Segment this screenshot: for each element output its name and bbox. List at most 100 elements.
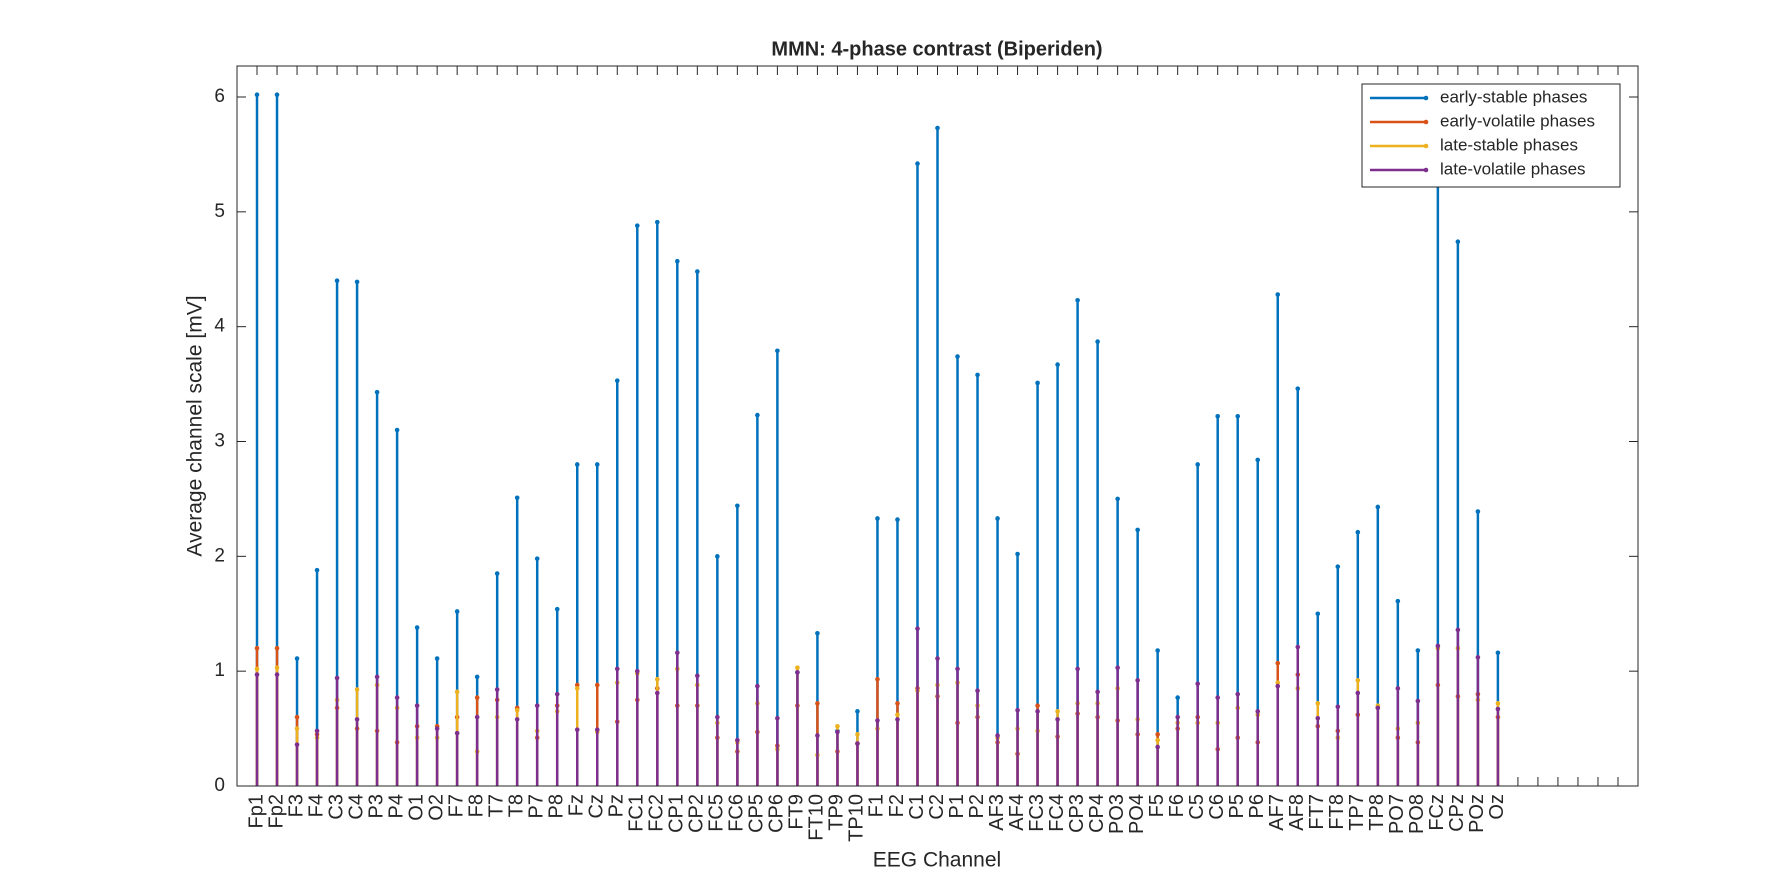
x-tick-label: PO8	[1406, 794, 1428, 834]
stem-marker	[655, 676, 660, 682]
x-tick-label: AF8	[1286, 794, 1308, 831]
stem-marker	[1055, 362, 1060, 367]
stem-marker	[294, 742, 300, 747]
x-tick-label: C6	[1206, 794, 1228, 820]
x-tick-label: CP6	[766, 794, 788, 833]
stem-marker	[1295, 644, 1301, 650]
stem-marker	[1155, 737, 1160, 743]
stem-marker	[1315, 715, 1321, 721]
stem-marker	[294, 656, 300, 661]
stem-marker	[815, 701, 820, 706]
stem-marker	[1155, 744, 1160, 750]
stem-marker	[1255, 709, 1261, 714]
x-tick-label: FC3	[1026, 794, 1048, 832]
x-tick-label: C2	[926, 794, 948, 820]
stem-marker	[474, 674, 480, 680]
stem-marker	[1195, 462, 1200, 467]
stem-marker	[454, 689, 460, 695]
stem-marker	[1135, 527, 1140, 533]
x-tick-label: F2	[886, 794, 908, 817]
stem-marker	[494, 687, 500, 692]
y-tick-label: 6	[214, 86, 225, 107]
stem-marker	[1115, 496, 1120, 502]
stem-marker	[1455, 239, 1461, 244]
stem-marker	[975, 372, 980, 378]
y-tick-label: 1	[214, 660, 225, 681]
stem-marker	[1355, 678, 1361, 683]
stem-marker	[1375, 504, 1381, 510]
stem-marker	[414, 703, 420, 708]
stem-marker	[534, 703, 540, 708]
axes-box	[236, 65, 1639, 787]
x-tick-label: FT8	[1326, 794, 1348, 830]
stem-marker	[1435, 643, 1441, 649]
stem-marker	[594, 682, 600, 688]
stem-marker	[1355, 690, 1361, 696]
stem-marker	[474, 695, 480, 700]
stem-marker	[835, 723, 840, 729]
x-tick-label: FC1	[626, 794, 648, 832]
stem-marker	[975, 688, 980, 693]
x-tick-label: Fp1	[245, 794, 267, 828]
stem-marker	[1195, 681, 1200, 687]
y-tick-label: 3	[214, 431, 225, 452]
y-tick-label: 2	[214, 545, 225, 566]
stem-marker	[514, 707, 520, 713]
stem-marker	[494, 571, 500, 576]
x-tick-label: FCz	[1426, 794, 1448, 831]
x-tick-label: CP1	[666, 794, 688, 833]
stem-marker	[594, 462, 600, 467]
stem-marker	[614, 378, 620, 383]
stem-marker	[554, 691, 560, 697]
stem-marker	[374, 674, 380, 680]
stem-marker	[1335, 564, 1341, 569]
stem-marker	[715, 554, 720, 559]
x-tick-label: P3	[365, 794, 387, 818]
stem-marker	[434, 656, 440, 661]
x-tick-label: CP4	[1086, 794, 1108, 833]
stem-marker	[1395, 686, 1401, 691]
stem-marker	[1235, 691, 1241, 697]
stem-marker	[514, 495, 520, 501]
x-tick-label: O1	[405, 794, 427, 821]
legend-label: late-volatile phases	[1440, 159, 1586, 178]
stem-marker	[1455, 627, 1461, 633]
x-tick-label: PO7	[1386, 794, 1408, 834]
stem-marker	[574, 686, 580, 691]
stem-marker	[1275, 683, 1281, 689]
stem-marker	[1035, 709, 1040, 714]
stem-marker	[1475, 655, 1481, 660]
stem-marker	[1035, 703, 1040, 708]
x-tick-label: F7	[445, 794, 467, 817]
stem-marker	[815, 733, 820, 738]
stem-marker	[1095, 689, 1100, 695]
x-tick-label: F8	[465, 794, 487, 817]
x-tick-label: T7	[485, 794, 507, 817]
stem-marker	[1395, 598, 1401, 604]
stem-marker	[634, 668, 640, 674]
stem-marker	[534, 556, 540, 561]
stem-marker	[554, 606, 560, 612]
stem-marker	[254, 672, 260, 677]
stem-marker	[1235, 413, 1241, 419]
stem-marker	[855, 709, 860, 714]
stem-marker	[354, 279, 360, 285]
x-tick-label: CPz	[1446, 794, 1468, 832]
stem-marker	[1355, 529, 1361, 535]
stem-marker	[274, 665, 280, 671]
x-tick-label: FT10	[806, 794, 828, 841]
stem-marker	[354, 717, 360, 722]
stem-marker	[414, 625, 420, 630]
stem-marker	[915, 626, 920, 631]
stem-marker	[1015, 551, 1020, 557]
x-tick-label: FC4	[1046, 794, 1068, 832]
stem-marker	[835, 729, 840, 735]
stem-marker	[895, 701, 900, 706]
stem-marker	[935, 125, 940, 131]
stem-marker	[875, 718, 880, 723]
y-tick-label: 5	[214, 201, 225, 222]
x-tick-label: TP9	[826, 794, 848, 831]
stem-marker	[995, 516, 1000, 521]
x-tick-label: P6	[1246, 794, 1268, 818]
legend-label: early-stable phases	[1440, 87, 1587, 106]
